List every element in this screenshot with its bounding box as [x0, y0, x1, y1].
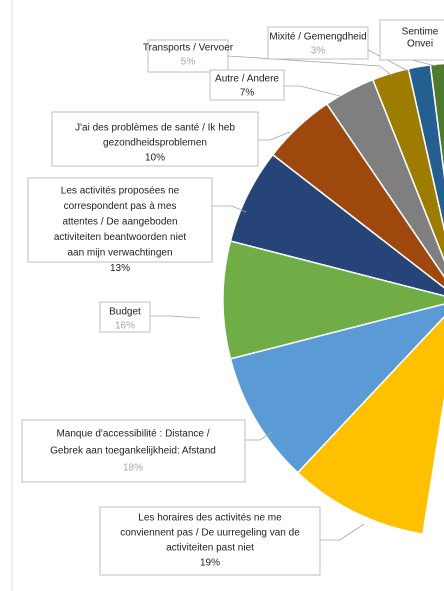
- slice-label: Autre / Andere: [215, 74, 279, 85]
- value-label: 3%: [311, 46, 326, 57]
- value-label: 13%: [110, 263, 130, 274]
- label-box: [209, 69, 285, 101]
- slice-label: activiteiten beantwoorden niet: [54, 232, 187, 243]
- slice-label: correspondent pas à mes: [64, 201, 177, 212]
- slice-label: activiteiten past niet: [166, 543, 254, 554]
- pie: [222, 62, 444, 535]
- value-label: 5%: [181, 57, 196, 68]
- slice-label: Budget: [109, 307, 141, 318]
- slice-label: Mixité / Gemengdheid: [269, 32, 366, 43]
- label-box: [27, 177, 213, 263]
- label-box: [21, 419, 246, 483]
- value-label: 7%: [240, 88, 255, 99]
- value-label: 18%: [123, 463, 143, 474]
- slice-label: Transports / Vervoer: [143, 43, 234, 54]
- value-label: 10%: [145, 153, 165, 164]
- label-box: [99, 301, 151, 333]
- slice-label: Gebrek aan toegankelijkheid: Afstand: [50, 446, 216, 457]
- label-box: [267, 26, 369, 60]
- label-box: [99, 506, 321, 576]
- value-label: 19%: [200, 558, 220, 569]
- slice-label: attentes / De aangeboden: [62, 217, 177, 228]
- slice-label: conviennent pas / De uurregeling van de: [120, 528, 300, 539]
- slice-label: Les horaires des activités ne me: [138, 513, 282, 524]
- pie-slice: [222, 240, 444, 360]
- slice-label: Manque d'accessibilité : Distance /: [56, 429, 209, 440]
- label-box: [379, 19, 444, 61]
- slice-label: J'ai des problèmes de santé / Ik heb: [75, 123, 235, 134]
- slice-label: Onvei: [407, 39, 433, 50]
- slice-label: gezondheidsproblemen: [103, 138, 207, 149]
- value-label: 16%: [115, 321, 135, 332]
- slice-label: Les activités proposées ne: [61, 186, 180, 197]
- slice-label: aan mijn verwachtingen: [67, 248, 172, 259]
- slice-label: Sentime: [402, 27, 439, 38]
- pie-slice: [296, 315, 444, 535]
- label-box: [147, 39, 229, 73]
- pie-slice: [229, 303, 444, 474]
- label-box: [51, 111, 259, 167]
